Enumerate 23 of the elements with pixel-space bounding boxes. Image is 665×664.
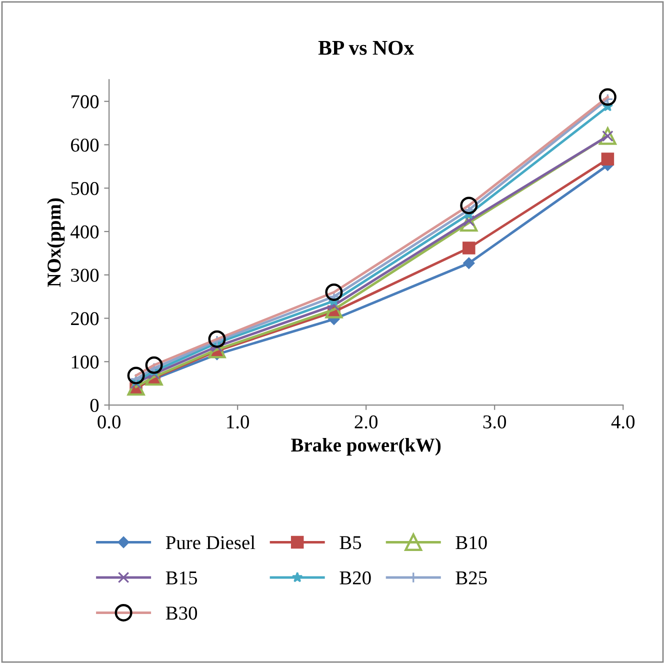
y-tick-label: 600 [71,138,99,152]
legend-label: Pure Diesel [166,536,256,550]
x-axis-title: Brake power(kW) [291,438,441,456]
legend-label: B10 [456,536,487,550]
y-tick-label: 0 [90,398,99,412]
legend-label: B5 [340,536,362,550]
x-tick-label: 2.0 [354,415,378,429]
y-tick-label: 500 [71,182,99,196]
y-tick-label: 700 [71,95,99,108]
legend-label: B25 [456,571,487,584]
y-tick-label: 300 [71,268,99,282]
x-tick-label: 3.0 [483,415,506,429]
x-tick-label: 1.0 [227,415,249,429]
x-tick-label: 4.0 [611,415,635,429]
y-tick-label: 400 [70,225,99,238]
y-tick-label: 200 [71,312,99,326]
y-tick-label: 100 [72,355,99,369]
legend-label: B15 [166,571,198,584]
legend-label: B30 [166,606,198,620]
y-axis-title: NOx(ppm) [46,198,65,287]
chart-title: BP vs NOx [318,40,414,55]
x-tick-label: 0.0 [98,415,120,429]
legend-label: B20 [340,571,371,584]
